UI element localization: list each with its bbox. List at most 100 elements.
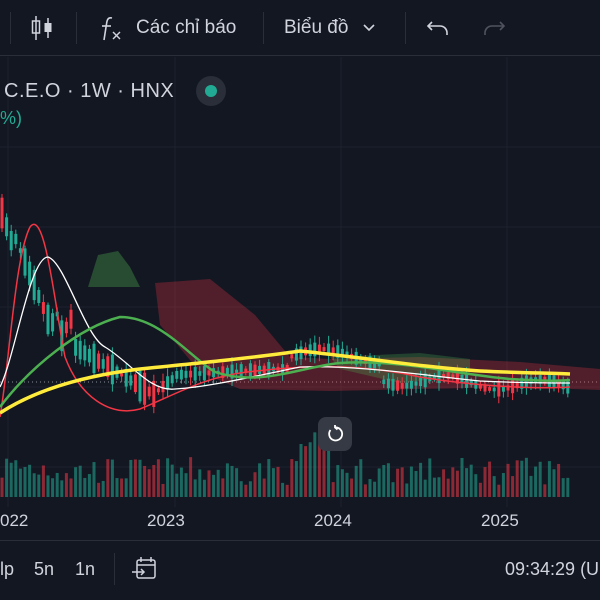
candle-body: [235, 369, 239, 373]
chart-style-button[interactable]: [30, 8, 54, 48]
volume-bar: [124, 478, 128, 497]
candle-body: [317, 344, 321, 354]
clock-timezone-button[interactable]: 09:34:29 (U: [505, 559, 600, 579]
volume-bar: [354, 465, 358, 497]
go-to-date-icon[interactable]: [131, 555, 159, 583]
range-button[interactable]: 1n: [75, 559, 96, 579]
volume-bar: [106, 459, 110, 497]
volume-bar: [83, 477, 87, 497]
volume-bar: [290, 459, 294, 497]
range-button[interactable]: 5n: [34, 559, 55, 579]
toolbar-divider: [76, 12, 77, 44]
candle-body: [382, 379, 386, 385]
candle-body: [414, 381, 418, 386]
bottom-divider: [114, 553, 115, 585]
volume-bar: [515, 460, 519, 497]
volume-bar: [262, 478, 266, 497]
volume-bar: [557, 463, 561, 497]
candle-body: [46, 304, 50, 335]
candle-body: [9, 230, 13, 251]
volume-bar: [14, 460, 18, 497]
ma-yellow-line: [0, 349, 571, 415]
candle-body: [400, 383, 404, 389]
volume-bar: [225, 463, 229, 497]
volume-bar: [170, 464, 174, 497]
volume-bar: [400, 467, 404, 497]
chart-type-button[interactable]: Biểu đồ: [284, 8, 376, 48]
ma-fast-line: [0, 223, 571, 418]
volume-bar: [18, 468, 22, 497]
top-toolbar: Các chỉ báo Biểu đồ: [0, 0, 600, 56]
candle-body: [64, 321, 68, 334]
volume-bar: [437, 477, 441, 497]
indicators-button[interactable]: Các chỉ báo: [98, 8, 236, 48]
candle-body: [87, 348, 91, 363]
candle-body: [239, 364, 243, 378]
time-axis-label: 2024: [314, 511, 352, 530]
price-chart-canvas[interactable]: [0, 57, 600, 507]
volume-bar: [60, 480, 64, 497]
volume-bar: [271, 468, 275, 497]
volume-bar: [97, 482, 101, 497]
volume-bar: [451, 467, 455, 497]
candle-body: [331, 347, 335, 354]
volume-bar: [129, 459, 133, 497]
price-chart[interactable]: [0, 57, 600, 507]
volume-bar: [373, 481, 377, 497]
volume-bar: [534, 466, 538, 497]
candle-body: [74, 338, 78, 356]
symbol-legend[interactable]: C.E.O · 1W · HNX: [4, 76, 227, 106]
candle-body: [97, 353, 101, 369]
candle-body: [391, 378, 395, 391]
candle-body: [359, 357, 363, 363]
function-icon: [102, 17, 121, 41]
status-dot-icon: [205, 85, 218, 97]
volume-bar: [138, 459, 142, 497]
chevron-down-icon: [363, 24, 376, 32]
volume-bar: [299, 443, 303, 497]
volume-bar: [552, 469, 556, 497]
time-axis[interactable]: 022 2023 2024 2025: [0, 507, 600, 537]
volume-bar: [239, 481, 243, 497]
volume-bar: [363, 484, 367, 497]
candle-body: [446, 372, 450, 380]
candle-body: [92, 343, 96, 374]
volume-bar: [294, 461, 298, 497]
volume-bar: [322, 435, 326, 497]
volume-bar: [37, 474, 41, 497]
volume-bar: [152, 465, 156, 497]
volume-bar: [276, 466, 280, 497]
ma-white-line: [0, 256, 571, 390]
candle-body: [451, 374, 455, 379]
reset-icon: [328, 425, 344, 442]
toolbar-divider: [10, 12, 11, 44]
candle-body: [336, 345, 340, 358]
volume-bar: [327, 437, 331, 497]
redo-button[interactable]: [482, 8, 506, 48]
volume-bar: [529, 475, 533, 497]
candle-body: [327, 343, 331, 356]
range-button[interactable]: lp: [0, 559, 15, 579]
volume-bar: [166, 458, 170, 497]
volume-bar: [0, 477, 4, 497]
volume-bar: [377, 468, 381, 497]
volume-bar: [87, 474, 91, 497]
candle-body: [152, 380, 156, 408]
candle-body: [124, 368, 128, 387]
volume-bar: [566, 477, 570, 497]
volume-bar: [488, 461, 492, 497]
candle-body: [225, 367, 229, 376]
market-status-indicator[interactable]: [196, 76, 227, 106]
candle-body: [170, 375, 174, 384]
candle-body: [51, 313, 55, 332]
candle-body: [143, 372, 147, 405]
symbol-text[interactable]: C.E.O · 1W · HNX: [4, 79, 175, 102]
candle-body: [207, 370, 211, 376]
candle-body: [156, 388, 160, 393]
candle-body: [501, 386, 505, 392]
undo-button[interactable]: [426, 8, 450, 48]
candle-body: [129, 375, 133, 386]
reset-chart-button[interactable]: [318, 417, 352, 451]
time-axis-label: 2025: [481, 511, 519, 530]
volume-bar: [538, 461, 542, 497]
